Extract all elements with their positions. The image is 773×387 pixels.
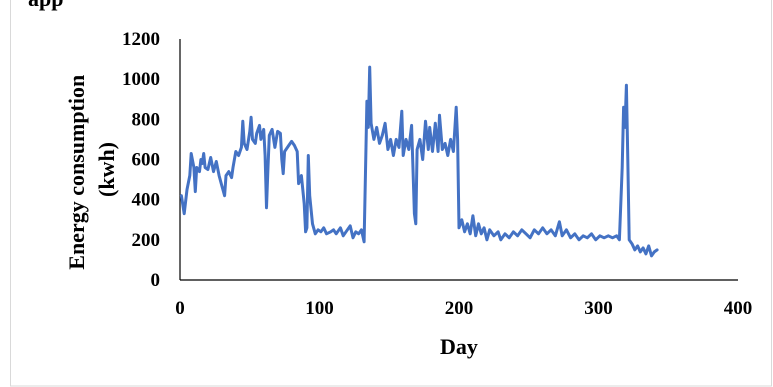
x-tick-label: 400 bbox=[724, 298, 753, 319]
x-axis-ticks: 0 100 200 300 400 bbox=[175, 298, 752, 319]
x-tick-label: 100 bbox=[305, 298, 334, 319]
y-tick-label: 400 bbox=[132, 190, 161, 211]
chart-border bbox=[10, 0, 772, 387]
x-tick-label: 0 bbox=[175, 298, 185, 319]
top-clipped-text: app bbox=[28, 0, 63, 11]
y-tick-label: 1200 bbox=[122, 29, 160, 50]
y-tick-label: 600 bbox=[132, 150, 161, 171]
y-tick-label: 800 bbox=[132, 109, 161, 130]
x-tick-label: 200 bbox=[445, 298, 474, 319]
y-tick-label: 200 bbox=[132, 230, 161, 251]
y-tick-label: 1000 bbox=[122, 69, 160, 90]
y-axis-title-line2: (kwh) bbox=[94, 142, 119, 197]
y-tick-label: 0 bbox=[151, 270, 161, 291]
x-axis-title: Day bbox=[440, 334, 478, 359]
x-tick-label: 300 bbox=[584, 298, 613, 319]
series-line-energy bbox=[179, 65, 659, 258]
y-axis-ticks: 0 200 400 600 800 1000 1200 bbox=[122, 29, 160, 291]
y-axis-title-line1: Energy consumption bbox=[64, 75, 89, 270]
y-axis-title: Energy consumption (kwh) bbox=[64, 69, 119, 269]
